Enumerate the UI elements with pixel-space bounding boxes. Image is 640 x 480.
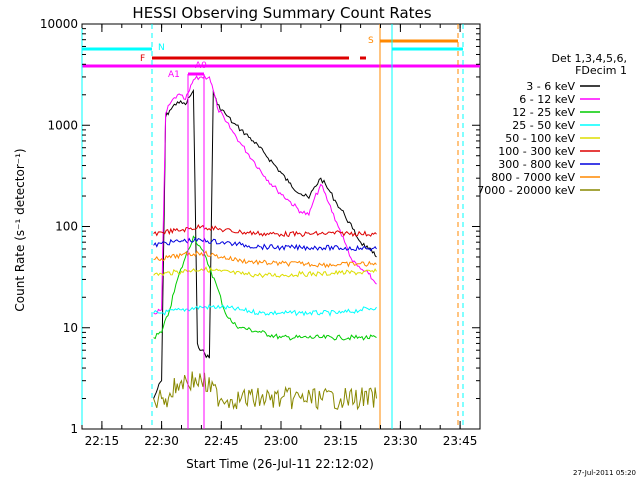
series-line-8 bbox=[153, 371, 377, 411]
label-n: N bbox=[158, 43, 165, 53]
label-a0: A0 bbox=[195, 61, 207, 71]
legend-label-7: 800 - 7000 keV bbox=[491, 171, 575, 184]
legend-label-5: 100 - 300 keV bbox=[498, 145, 575, 158]
legend-label-3: 25 - 50 keV bbox=[512, 119, 575, 132]
y-tick-label-4: 10000 bbox=[40, 17, 78, 31]
legend-title-1: FDecim 1 bbox=[575, 64, 627, 77]
y-axis-label: Count Rate (s⁻¹ detector⁻¹) bbox=[13, 148, 27, 311]
y-tick-label-1: 10 bbox=[63, 321, 78, 335]
y-tick-label-0: 1 bbox=[70, 422, 78, 436]
series-line-3 bbox=[153, 304, 377, 317]
series-line-2 bbox=[153, 235, 377, 341]
y-tick-label-3: 1000 bbox=[47, 118, 78, 132]
timestamp: 27-Jul-2011 05:20 bbox=[573, 469, 636, 477]
chart-title: HESSI Observing Summary Count Rates bbox=[132, 4, 431, 22]
series-line-4 bbox=[153, 266, 377, 279]
x-tick-label-6: 23:45 bbox=[443, 434, 478, 448]
series-line-0 bbox=[153, 88, 377, 399]
legend-label-1: 6 - 12 keV bbox=[519, 93, 575, 106]
plot-frame bbox=[81, 23, 481, 430]
series-line-7 bbox=[153, 250, 377, 269]
series-line-1 bbox=[153, 75, 377, 315]
x-tick-label-1: 22:30 bbox=[144, 434, 179, 448]
x-tick-label-2: 22:45 bbox=[204, 434, 239, 448]
legend-label-0: 3 - 6 keV bbox=[526, 80, 575, 93]
series-line-6 bbox=[153, 237, 377, 252]
label-f: F bbox=[140, 54, 145, 64]
legend-label-8: 7000 - 20000 keV bbox=[477, 184, 575, 197]
x-tick-label-3: 23:00 bbox=[264, 434, 299, 448]
legend-label-4: 50 - 100 keV bbox=[505, 132, 575, 145]
series-line-5 bbox=[153, 224, 377, 238]
legend-label-6: 300 - 800 keV bbox=[498, 158, 575, 171]
x-tick-label-5: 23:30 bbox=[383, 434, 418, 448]
x-tick-label-4: 23:15 bbox=[323, 434, 358, 448]
x-tick-label-0: 22:15 bbox=[85, 434, 120, 448]
label-a1: A1 bbox=[168, 70, 180, 80]
legend-title-0: Det 1,3,4,5,6, bbox=[551, 52, 627, 65]
label-s: S bbox=[368, 36, 374, 46]
y-tick-label-2: 100 bbox=[55, 220, 78, 234]
x-axis-label: Start Time (26-Jul-11 22:12:02) bbox=[186, 457, 374, 471]
legend-label-2: 12 - 25 keV bbox=[512, 106, 575, 119]
